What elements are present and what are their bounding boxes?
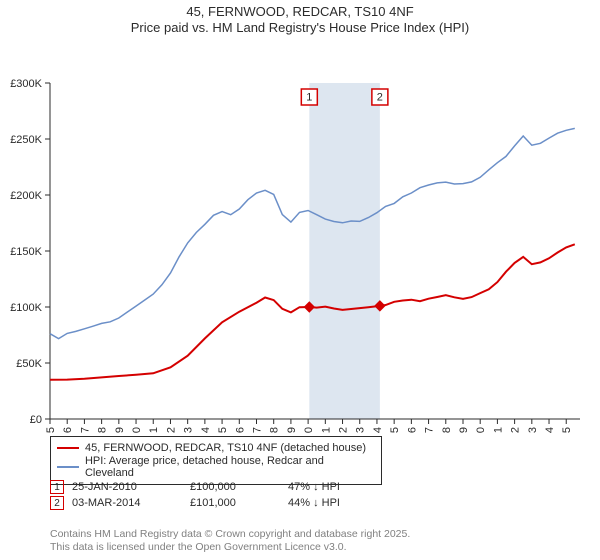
svg-text:2: 2 bbox=[377, 91, 383, 103]
legend-row-red: 45, FERNWOOD, REDCAR, TS10 4NF (detached… bbox=[57, 442, 375, 454]
chart-title: 45, FERNWOOD, REDCAR, TS10 4NF Price pai… bbox=[0, 0, 600, 37]
sale-row-1: 1 25-JAN-2010 £100,000 47% ↓ HPI bbox=[50, 480, 378, 494]
title-line-1: 45, FERNWOOD, REDCAR, TS10 4NF bbox=[0, 4, 600, 20]
sale-marker-2-icon: 2 bbox=[50, 496, 64, 510]
svg-text:2004: 2004 bbox=[200, 427, 212, 433]
svg-text:2018: 2018 bbox=[441, 427, 453, 433]
price-chart: £0 £50K £100K £150K £200K £250K £300K 1995 1996 1… bbox=[0, 37, 600, 433]
svg-text:2011: 2011 bbox=[320, 427, 332, 433]
svg-text:£150K: £150K bbox=[10, 246, 42, 258]
svg-text:£50K: £50K bbox=[16, 358, 42, 370]
svg-text:2003: 2003 bbox=[183, 427, 195, 433]
svg-text:1999: 1999 bbox=[114, 427, 126, 433]
svg-text:2008: 2008 bbox=[269, 427, 281, 433]
svg-text:2020: 2020 bbox=[475, 427, 487, 433]
svg-text:£100K: £100K bbox=[10, 302, 42, 314]
legend-swatch-red bbox=[57, 447, 79, 449]
svg-text:2012: 2012 bbox=[338, 427, 350, 433]
svg-text:2024: 2024 bbox=[544, 427, 556, 433]
svg-text:2025: 2025 bbox=[561, 427, 573, 433]
svg-text:2005: 2005 bbox=[217, 427, 229, 433]
footer-line-2: This data is licensed under the Open Gov… bbox=[50, 541, 410, 554]
sale-diff-1: 47% ↓ HPI bbox=[288, 481, 378, 493]
sale-diff-2: 44% ↓ HPI bbox=[288, 497, 378, 509]
svg-text:1: 1 bbox=[306, 91, 312, 103]
svg-text:2014: 2014 bbox=[372, 427, 384, 433]
svg-text:2013: 2013 bbox=[355, 427, 367, 433]
legend-row-blue: HPI: Average price, detached house, Redc… bbox=[57, 455, 375, 479]
svg-text:2019: 2019 bbox=[458, 427, 470, 433]
sale-date-1: 25-JAN-2010 bbox=[72, 481, 182, 493]
svg-text:2016: 2016 bbox=[406, 427, 418, 433]
svg-text:£250K: £250K bbox=[10, 134, 42, 146]
svg-text:2017: 2017 bbox=[424, 427, 436, 433]
sale-marker-1-icon: 1 bbox=[50, 480, 64, 494]
svg-text:1997: 1997 bbox=[79, 427, 91, 433]
title-line-2: Price paid vs. HM Land Registry's House … bbox=[0, 20, 600, 36]
svg-text:2007: 2007 bbox=[251, 427, 263, 433]
svg-text:2021: 2021 bbox=[492, 427, 504, 433]
legend-label-red: 45, FERNWOOD, REDCAR, TS10 4NF (detached… bbox=[85, 442, 366, 454]
sale-price-2: £101,000 bbox=[190, 497, 280, 509]
svg-text:2023: 2023 bbox=[527, 427, 539, 433]
svg-text:2010: 2010 bbox=[303, 427, 315, 433]
footer-line-1: Contains HM Land Registry data © Crown c… bbox=[50, 528, 410, 541]
legend-swatch-blue bbox=[57, 466, 79, 468]
svg-text:2001: 2001 bbox=[148, 427, 160, 433]
sale-price-1: £100,000 bbox=[190, 481, 280, 493]
svg-text:£200K: £200K bbox=[10, 190, 42, 202]
svg-text:2015: 2015 bbox=[389, 427, 401, 433]
svg-text:2022: 2022 bbox=[510, 427, 522, 433]
svg-text:2002: 2002 bbox=[165, 427, 177, 433]
svg-text:2000: 2000 bbox=[131, 427, 143, 433]
svg-text:2006: 2006 bbox=[234, 427, 246, 433]
svg-text:1998: 1998 bbox=[97, 427, 109, 433]
svg-text:£0: £0 bbox=[30, 414, 42, 426]
svg-text:1996: 1996 bbox=[62, 427, 74, 433]
svg-text:£300K: £300K bbox=[10, 78, 42, 90]
sale-row-2: 2 03-MAR-2014 £101,000 44% ↓ HPI bbox=[50, 496, 378, 510]
footer: Contains HM Land Registry data © Crown c… bbox=[50, 528, 410, 554]
legend-label-blue: HPI: Average price, detached house, Redc… bbox=[85, 455, 375, 479]
sale-table: 1 25-JAN-2010 £100,000 47% ↓ HPI 2 03-MA… bbox=[50, 478, 378, 512]
svg-text:1995: 1995 bbox=[45, 427, 57, 433]
svg-text:2009: 2009 bbox=[286, 427, 298, 433]
sale-date-2: 03-MAR-2014 bbox=[72, 497, 182, 509]
